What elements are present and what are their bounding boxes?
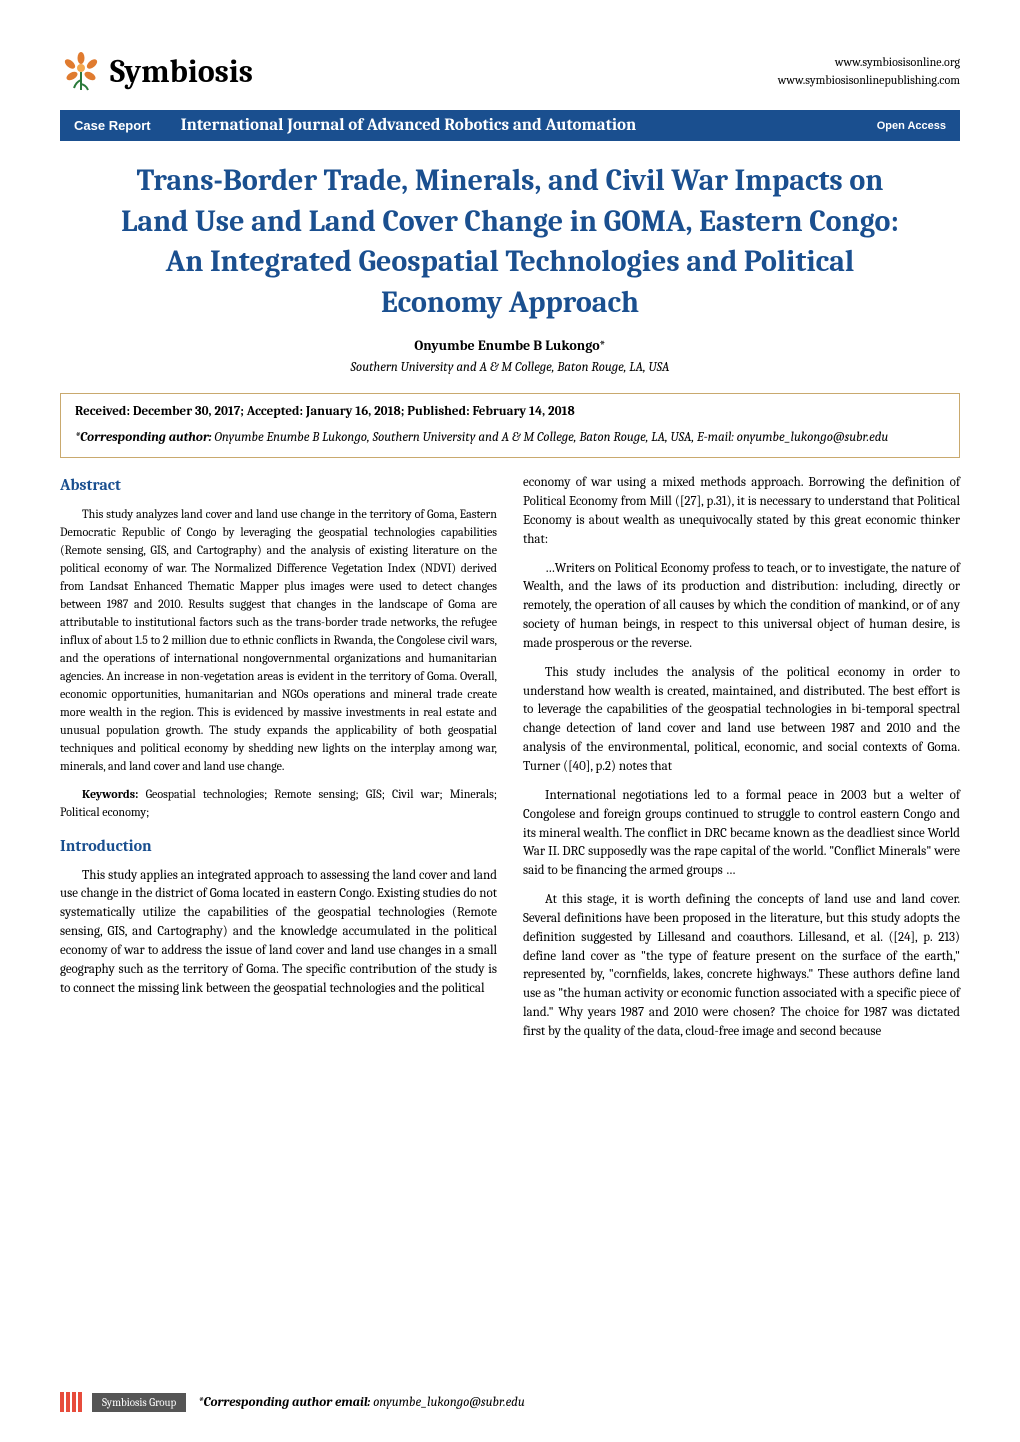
- affiliation: Southern University and A & M College, B…: [60, 360, 960, 375]
- left-column: Abstract This study analyzes land cover …: [60, 474, 497, 1052]
- stripe-2: [66, 1392, 70, 1412]
- intro-p1: This study applies an integrated approac…: [60, 867, 497, 999]
- page-container: Symbiosis www.symbiosisonline.org www.sy…: [0, 0, 1020, 1442]
- journal-name: International Journal of Advanced Roboti…: [181, 116, 871, 135]
- stripe-3: [72, 1392, 76, 1412]
- publication-dates: Received: December 30, 2017; Accepted: J…: [75, 404, 945, 419]
- journal-banner: Case Report International Journal of Adv…: [60, 110, 960, 141]
- col2-p4: International negotiations led to a form…: [523, 787, 960, 881]
- footer-badge: Symbiosis Group: [92, 1393, 186, 1412]
- footer-email-label: *Corresponding author email:: [198, 1395, 370, 1410]
- footer-stripes-icon: [60, 1392, 82, 1412]
- corresp-text: Onyumbe Enumbe B Lukongo, Southern Unive…: [212, 430, 889, 445]
- footer-email-value: onyumbe_lukongo@subr.edu: [370, 1395, 525, 1410]
- col2-p1: economy of war using a mixed methods app…: [523, 474, 960, 549]
- abstract-text: This study analyzes land cover and land …: [60, 505, 497, 775]
- introduction-heading: Introduction: [60, 835, 497, 858]
- logo-block: Symbiosis: [60, 50, 253, 92]
- stripe-4: [78, 1392, 82, 1412]
- symbiosis-logo-icon: [60, 50, 102, 92]
- stripe-1: [60, 1392, 64, 1412]
- article-info-box: Received: December 30, 2017; Accepted: J…: [60, 393, 960, 458]
- col2-p3: This study includes the analysis of the …: [523, 664, 960, 777]
- footer-email: *Corresponding author email: onyumbe_luk…: [198, 1395, 524, 1410]
- authors: Onyumbe Enumbe B Lukongo*: [60, 337, 960, 354]
- header-urls: www.symbiosisonline.org www.symbiosisonl…: [778, 53, 960, 89]
- header-top: Symbiosis www.symbiosisonline.org www.sy…: [60, 50, 960, 92]
- col2-p5: At this stage, it is worth defining the …: [523, 891, 960, 1042]
- keywords-label: Keywords:: [82, 787, 138, 801]
- logo-text: Symbiosis: [110, 53, 253, 90]
- col2-p2: …Writers on Political Economy profess to…: [523, 560, 960, 654]
- url-1: www.symbiosisonline.org: [778, 53, 960, 71]
- two-column-body: Abstract This study analyzes land cover …: [60, 474, 960, 1052]
- page-footer: Symbiosis Group *Corresponding author em…: [0, 1392, 1020, 1412]
- article-title: Trans-Border Trade, Minerals, and Civil …: [120, 161, 900, 323]
- corresp-label: *Corresponding author:: [75, 430, 212, 445]
- case-report-label: Case Report: [74, 118, 151, 133]
- abstract-heading: Abstract: [60, 474, 497, 497]
- url-2: www.symbiosisonlinepublishing.com: [778, 71, 960, 89]
- open-access-label: Open Access: [877, 120, 946, 132]
- right-column: economy of war using a mixed methods app…: [523, 474, 960, 1052]
- keywords: Keywords: Geospatial technologies; Remot…: [60, 785, 497, 821]
- corresponding-author: *Corresponding author: Onyumbe Enumbe B …: [75, 429, 945, 447]
